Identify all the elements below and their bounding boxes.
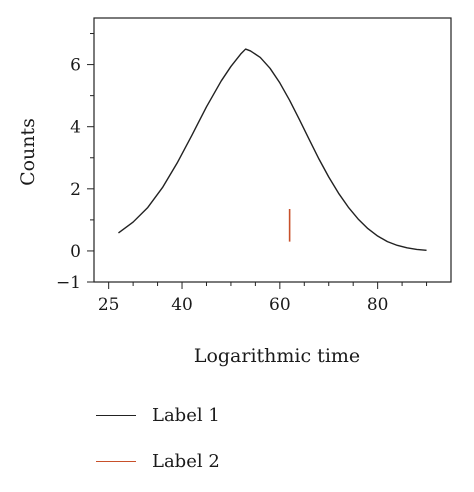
series-layer bbox=[118, 48, 427, 252]
x-tick-label: 40 bbox=[171, 295, 193, 315]
legend-swatch-label-2 bbox=[96, 460, 136, 462]
legend-label-2: Label 2 bbox=[152, 450, 220, 472]
series-line-1 bbox=[118, 48, 427, 252]
y-tick-label: 4 bbox=[70, 118, 81, 138]
legend-swatch-label-1 bbox=[96, 414, 136, 416]
y-tick-label: −1 bbox=[56, 273, 81, 293]
y-tick-label: 2 bbox=[70, 180, 81, 200]
chart: −1 0 2 4 6 25 40 60 80 Counts Logarithmic time bbox=[17, 17, 452, 367]
y-tick-label: 0 bbox=[70, 242, 81, 262]
y-axis-title: Counts bbox=[17, 118, 39, 186]
legend: Label 1 Label 2 bbox=[96, 400, 220, 492]
y-tick-label: 6 bbox=[70, 56, 81, 76]
x-axis-title: Logarithmic time bbox=[194, 345, 360, 367]
axes: −1 0 2 4 6 25 40 60 80 bbox=[56, 17, 452, 315]
x-tick-label: 60 bbox=[269, 295, 291, 315]
legend-item-label-1: Label 1 bbox=[96, 400, 220, 430]
plot-frame bbox=[93, 17, 452, 283]
legend-label-1: Label 1 bbox=[152, 404, 220, 426]
legend-item-label-2: Label 2 bbox=[96, 446, 220, 476]
x-tick-label: 80 bbox=[367, 295, 389, 315]
x-tick-label: 25 bbox=[98, 295, 120, 315]
